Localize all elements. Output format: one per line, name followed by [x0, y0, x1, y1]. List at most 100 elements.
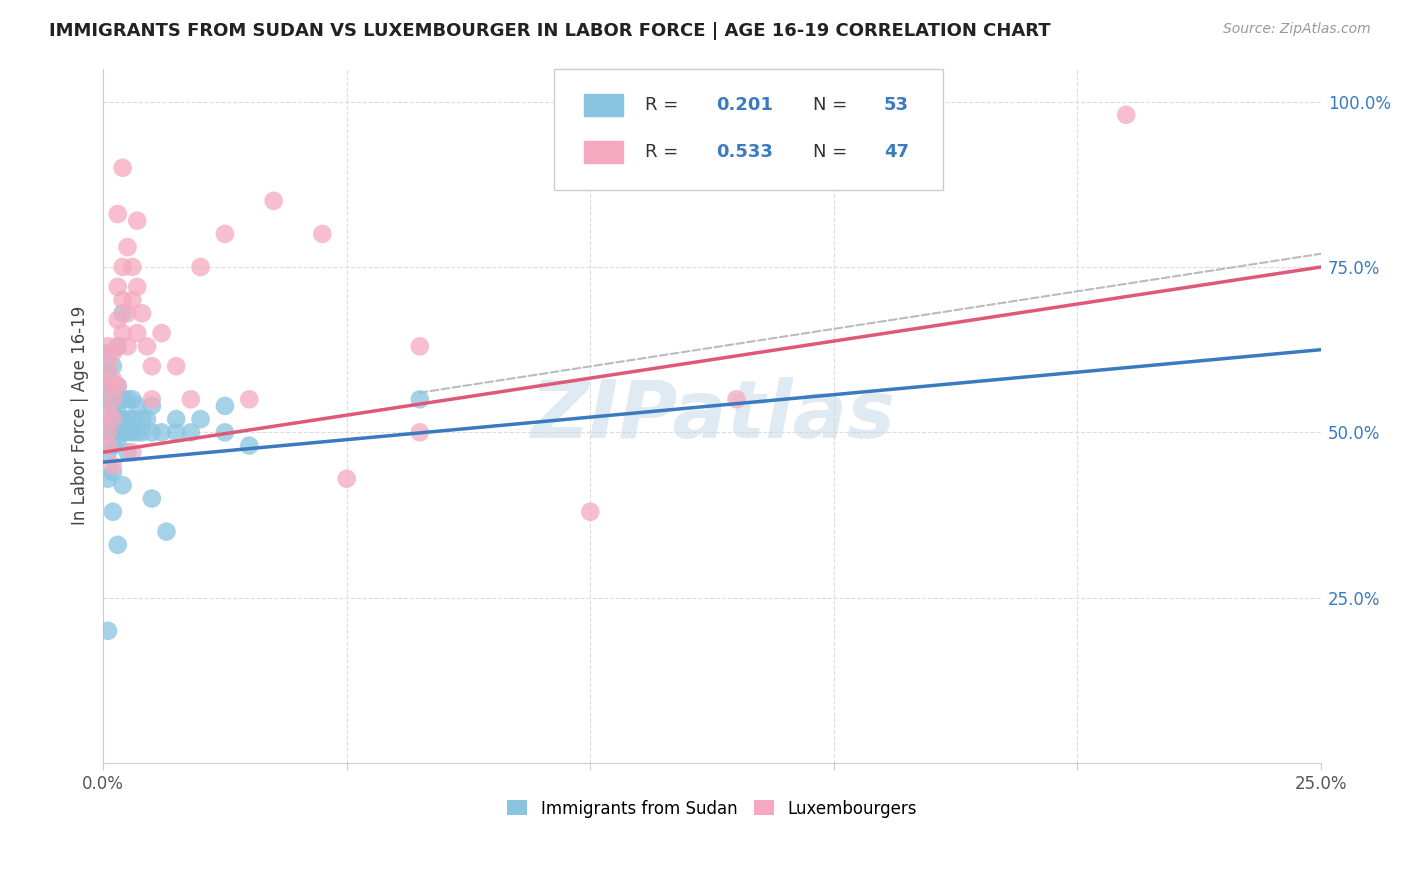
- Bar: [585, 141, 623, 163]
- Point: [107, 379, 129, 393]
- Point: [1115, 108, 1137, 122]
- Point: [101, 412, 124, 426]
- Text: ZIPatlas: ZIPatlas: [530, 376, 894, 455]
- Point: [136, 412, 159, 426]
- Point: [107, 339, 129, 353]
- Point: [101, 346, 124, 360]
- Point: [107, 207, 129, 221]
- Point: [101, 465, 124, 479]
- Point: [136, 339, 159, 353]
- Point: [107, 280, 129, 294]
- Point: [101, 439, 124, 453]
- Point: [101, 359, 124, 374]
- FancyBboxPatch shape: [554, 69, 943, 190]
- Point: [121, 260, 143, 274]
- Point: [214, 399, 236, 413]
- Point: [97, 379, 120, 393]
- Point: [131, 425, 153, 440]
- Point: [117, 445, 139, 459]
- Point: [121, 293, 143, 307]
- Point: [97, 445, 120, 459]
- Point: [97, 425, 120, 440]
- Text: N =: N =: [813, 143, 853, 161]
- Point: [190, 260, 212, 274]
- Point: [165, 412, 187, 426]
- Point: [97, 359, 120, 374]
- Point: [141, 491, 163, 506]
- Text: 47: 47: [884, 143, 908, 161]
- Point: [238, 392, 260, 407]
- Point: [117, 425, 139, 440]
- Point: [214, 425, 236, 440]
- Point: [97, 366, 120, 380]
- Point: [107, 313, 129, 327]
- Point: [141, 392, 163, 407]
- Point: [97, 346, 120, 360]
- Point: [141, 399, 163, 413]
- Legend: Immigrants from Sudan, Luxembourgers: Immigrants from Sudan, Luxembourgers: [501, 793, 924, 824]
- Point: [97, 392, 120, 407]
- Text: Source: ZipAtlas.com: Source: ZipAtlas.com: [1223, 22, 1371, 37]
- Point: [127, 213, 149, 227]
- Point: [111, 425, 134, 440]
- Point: [127, 280, 149, 294]
- Point: [97, 412, 120, 426]
- Point: [107, 399, 129, 413]
- Text: R =: R =: [645, 143, 685, 161]
- Point: [190, 412, 212, 426]
- Point: [117, 306, 139, 320]
- Point: [409, 425, 432, 440]
- Point: [336, 472, 359, 486]
- Text: 0.533: 0.533: [716, 143, 773, 161]
- Point: [121, 425, 143, 440]
- Point: [121, 392, 143, 407]
- Point: [263, 194, 285, 208]
- Point: [111, 293, 134, 307]
- Point: [127, 399, 149, 413]
- Point: [111, 412, 134, 426]
- Point: [101, 412, 124, 426]
- Point: [101, 379, 124, 393]
- Point: [127, 326, 149, 340]
- Point: [409, 339, 432, 353]
- Point: [238, 439, 260, 453]
- Point: [579, 505, 602, 519]
- Point: [180, 425, 202, 440]
- Point: [101, 505, 124, 519]
- Point: [150, 326, 173, 340]
- Point: [141, 359, 163, 374]
- Point: [131, 412, 153, 426]
- Point: [97, 439, 120, 453]
- Point: [97, 472, 120, 486]
- Text: 0.201: 0.201: [716, 95, 773, 113]
- Point: [155, 524, 177, 539]
- Point: [121, 445, 143, 459]
- Point: [107, 432, 129, 446]
- Point: [111, 260, 134, 274]
- Point: [97, 379, 120, 393]
- Point: [111, 326, 134, 340]
- Text: 53: 53: [884, 95, 908, 113]
- Point: [111, 161, 134, 175]
- Point: [101, 458, 124, 473]
- Point: [180, 392, 202, 407]
- Point: [107, 412, 129, 426]
- Point: [725, 392, 748, 407]
- Point: [111, 392, 134, 407]
- Point: [101, 399, 124, 413]
- Point: [107, 538, 129, 552]
- Point: [131, 306, 153, 320]
- Point: [150, 425, 173, 440]
- Point: [117, 240, 139, 254]
- Point: [117, 412, 139, 426]
- Point: [97, 405, 120, 419]
- Point: [101, 425, 124, 440]
- Point: [101, 372, 124, 386]
- Point: [111, 306, 134, 320]
- Point: [165, 359, 187, 374]
- Text: IMMIGRANTS FROM SUDAN VS LUXEMBOURGER IN LABOR FORCE | AGE 16-19 CORRELATION CHA: IMMIGRANTS FROM SUDAN VS LUXEMBOURGER IN…: [49, 22, 1050, 40]
- Point: [101, 392, 124, 407]
- Point: [107, 339, 129, 353]
- Point: [165, 425, 187, 440]
- Point: [117, 392, 139, 407]
